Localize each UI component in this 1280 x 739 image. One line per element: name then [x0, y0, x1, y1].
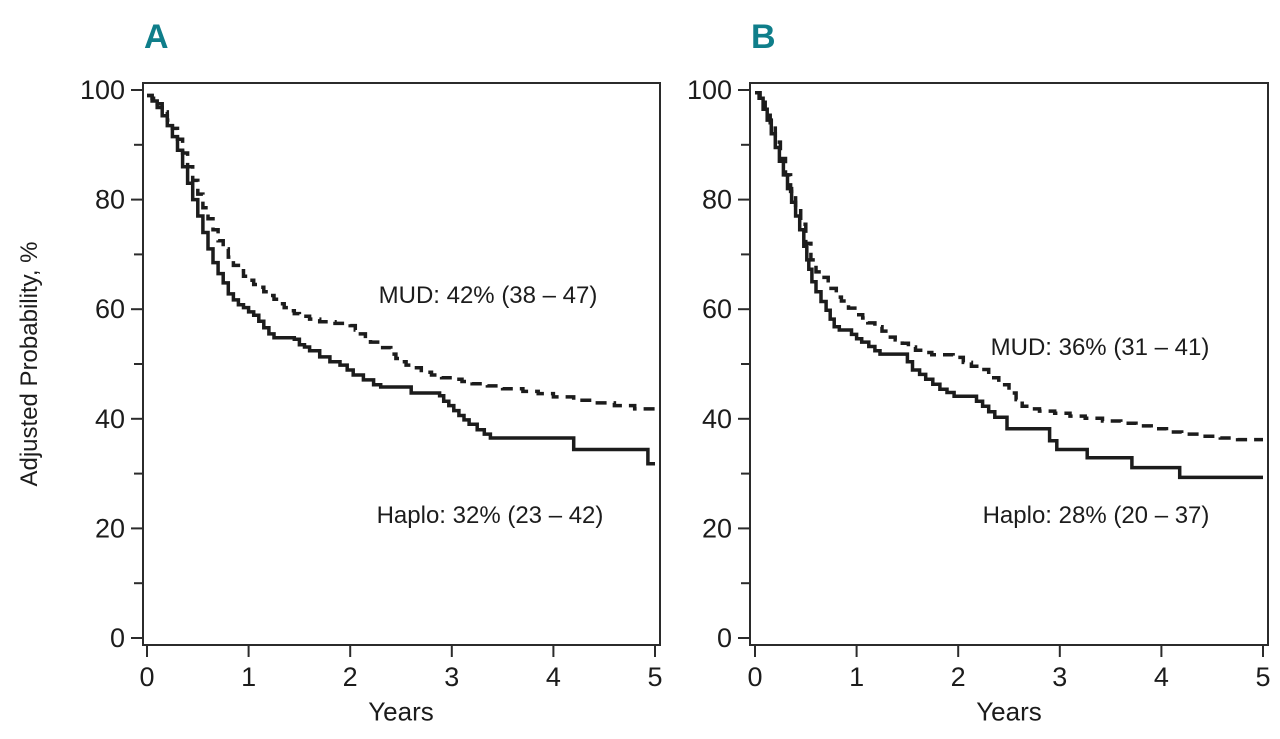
x-tick-label: 5	[647, 662, 662, 692]
x-axis-title-panel-b: Years	[976, 696, 1042, 727]
x-tick-label: 1	[849, 662, 864, 692]
x-tick-label: 2	[951, 662, 966, 692]
x-axis-title-panel-a: Years	[368, 696, 434, 727]
y-tick-label: 80	[702, 185, 732, 215]
x-tick-label: 4	[546, 662, 561, 692]
curve-mud-panel-A	[147, 93, 655, 411]
y-tick-label: 20	[702, 513, 732, 543]
y-axis-title: Adjusted Probability, %	[16, 241, 43, 487]
x-tick-label: 2	[343, 662, 358, 692]
annotation-mud-panel-a: MUD: 42% (38 – 47)	[378, 282, 598, 309]
annotation-haplo-panel-b: Haplo: 28% (20 – 37)	[982, 502, 1210, 529]
x-tick-label: 0	[747, 662, 762, 692]
curve-mud-panel-B	[755, 90, 1263, 442]
y-tick-label: 0	[110, 623, 125, 653]
curve-haplo-panel-B	[755, 90, 1263, 480]
plot-box-panel-A	[142, 82, 661, 646]
x-tick-label: 5	[1255, 662, 1270, 692]
panel-b-label: B	[751, 18, 776, 56]
y-tick-label: 20	[95, 513, 125, 543]
y-tick-label: 40	[95, 404, 125, 434]
curve-haplo-panel-A	[147, 93, 655, 466]
x-tick-label: 1	[241, 662, 256, 692]
y-tick-label: 0	[717, 623, 732, 653]
annotation-haplo-panel-a: Haplo: 32% (23 – 42)	[376, 502, 604, 529]
x-tick-label: 3	[1052, 662, 1067, 692]
y-tick-label: 60	[702, 294, 732, 324]
x-tick-label: 3	[444, 662, 459, 692]
y-tick-label: 80	[95, 185, 125, 215]
plot-box-panel-B	[749, 82, 1269, 646]
y-tick-label: 100	[80, 75, 125, 105]
x-tick-label: 4	[1154, 662, 1169, 692]
y-tick-label: 40	[702, 404, 732, 434]
annotation-mud-panel-b: MUD: 36% (31 – 41)	[990, 334, 1210, 361]
y-tick-label: 100	[687, 75, 732, 105]
y-tick-label: 60	[95, 294, 125, 324]
x-tick-label: 0	[139, 662, 154, 692]
panel-a-label: A	[144, 18, 169, 56]
